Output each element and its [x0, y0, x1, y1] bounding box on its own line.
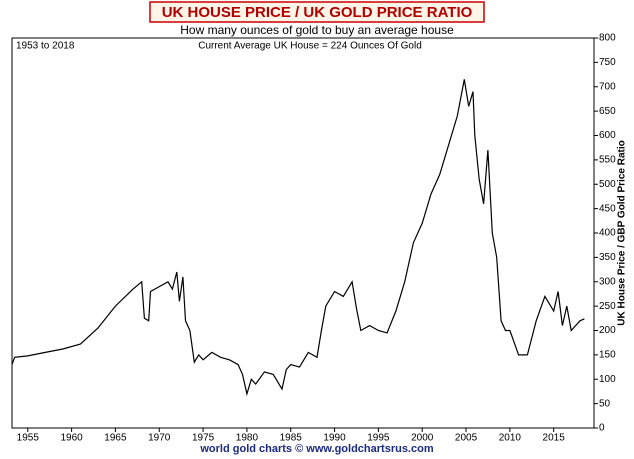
x-tick-label: 2005	[455, 433, 478, 444]
x-tick-label: 1970	[148, 433, 171, 444]
x-tick-label: 1960	[60, 433, 83, 444]
y-tick-label: 50	[599, 398, 611, 409]
x-tick-label: 1995	[367, 433, 390, 444]
y-tick-label: 500	[599, 179, 616, 190]
y-tick-label: 200	[599, 325, 616, 336]
plot-frame	[11, 37, 595, 429]
x-tick-label: 1955	[17, 433, 40, 444]
y-tick-label: 800	[599, 33, 616, 44]
title-banner	[149, 1, 485, 23]
source: world gold charts © www.goldchartsrus.co…	[199, 443, 433, 455]
y-tick-label: 250	[599, 301, 616, 312]
x-tick-label: 2015	[543, 433, 566, 444]
y-tick-label: 100	[599, 374, 616, 385]
y-tick-label: 550	[599, 155, 616, 166]
data-line	[11, 79, 585, 397]
chart-title: UK HOUSE PRICE / UK GOLD PRICE RATIO	[162, 4, 473, 21]
x-tick-label: 1975	[192, 433, 215, 444]
y-tick-label: 650	[599, 106, 616, 117]
y-tick-label: 600	[599, 130, 616, 141]
y-tick-label: 400	[599, 228, 616, 239]
y-tick-label: 700	[599, 81, 616, 92]
y-tick-label: 450	[599, 203, 616, 214]
y-tick-label: 300	[599, 276, 616, 287]
y-axis-label: UK House Price / GBP Gold Price Ratio	[617, 140, 628, 325]
annotation: 1953 to 2018	[16, 41, 75, 52]
y-tick-label: 150	[599, 350, 616, 361]
chart-subtitle: How many ounces of gold to buy an averag…	[180, 23, 454, 37]
x-tick-label: 1985	[280, 433, 303, 444]
annotation: Current Average UK House = 224 Ounces Of…	[198, 41, 422, 52]
x-tick-label: 2010	[499, 433, 522, 444]
y-tick-label: 350	[599, 252, 616, 263]
x-tick-label: 1980	[236, 433, 259, 444]
x-tick-label: 1990	[323, 433, 346, 444]
y-tick-label: 0	[599, 423, 605, 434]
y-tick-label: 750	[599, 57, 616, 68]
x-tick-label: 1965	[104, 433, 127, 444]
x-tick-label: 2000	[411, 433, 434, 444]
